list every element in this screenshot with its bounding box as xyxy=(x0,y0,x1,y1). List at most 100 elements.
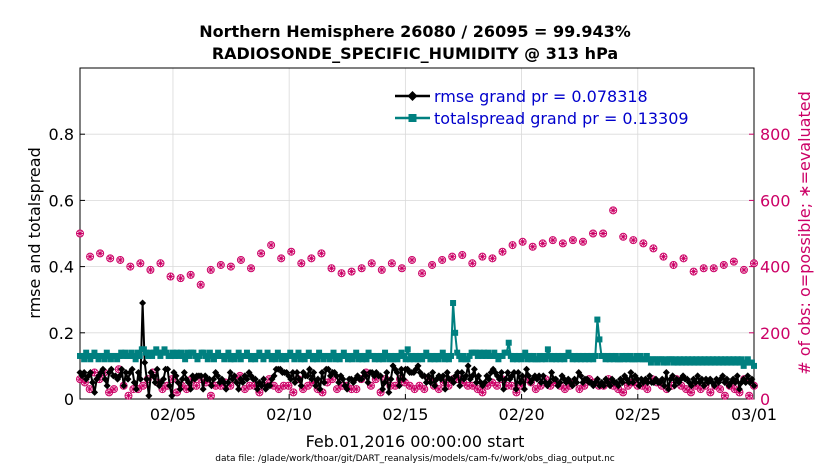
totalspread-point xyxy=(658,356,665,363)
rmse-point xyxy=(742,378,750,386)
totalspread-point xyxy=(326,356,333,363)
rmse-point xyxy=(395,382,403,390)
rmse-point xyxy=(510,369,518,377)
rmse-point xyxy=(593,375,601,383)
obs-possible-marker xyxy=(639,239,648,248)
obs-count-point xyxy=(106,254,115,263)
rmse-point xyxy=(116,372,124,380)
totalspread-point xyxy=(536,352,543,359)
totalspread-point xyxy=(507,352,514,359)
totalspread-point xyxy=(369,352,376,359)
totalspread-point xyxy=(353,349,360,356)
obs-count-point xyxy=(493,381,502,390)
obs-evaluated-marker xyxy=(97,250,104,257)
obs-possible-marker xyxy=(629,236,638,245)
totalspread-point xyxy=(192,352,199,359)
totalspread-point xyxy=(503,349,510,356)
obs-evaluated-marker xyxy=(237,372,244,379)
obs-possible-marker xyxy=(686,388,695,397)
totalspread-point xyxy=(250,352,257,359)
obs-count-point xyxy=(267,241,276,250)
rmse-point xyxy=(358,375,366,383)
rmse-point xyxy=(381,378,389,386)
obs-evaluated-marker xyxy=(167,273,174,280)
obs-possible-marker xyxy=(659,252,668,261)
obs-count-point xyxy=(669,260,678,269)
totalspread-point xyxy=(402,356,409,363)
totalspread-point xyxy=(495,356,502,363)
totalspread-point xyxy=(175,352,182,359)
totalspread-point xyxy=(689,356,696,363)
obs-count-point xyxy=(578,237,587,246)
totalspread-point xyxy=(551,352,558,359)
totalspread-point xyxy=(546,352,553,359)
obs-evaluated-marker xyxy=(388,260,395,267)
obs-count-point xyxy=(327,264,336,273)
totalspread-point xyxy=(437,352,444,359)
totalspread-point xyxy=(736,359,743,366)
totalspread-point xyxy=(625,356,632,363)
totalspread-point xyxy=(307,352,314,359)
rmse-point xyxy=(86,369,94,377)
obs-evaluated-marker xyxy=(275,386,282,393)
totalspread-point xyxy=(592,352,599,359)
rmse-point xyxy=(552,375,560,383)
obs-count-point xyxy=(589,229,598,238)
obs-count-point xyxy=(709,264,718,273)
totalspread-point xyxy=(724,359,731,366)
totalspread-point xyxy=(301,356,308,363)
obs-count-point xyxy=(206,265,215,274)
totalspread-point xyxy=(728,359,735,366)
rmse-point xyxy=(414,362,422,370)
y-left-tick-label: 0 xyxy=(64,390,74,409)
totalspread-point xyxy=(256,349,263,356)
totalspread-point xyxy=(400,352,407,359)
obs-possible-marker xyxy=(493,381,502,390)
totalspread-point xyxy=(637,352,644,359)
x-tick-label: 02/05 xyxy=(150,405,196,424)
y-right-tick-label: 800 xyxy=(760,125,791,144)
totalspread-point xyxy=(338,352,345,359)
totalspread-point xyxy=(748,359,755,366)
obs-evaluated-marker xyxy=(110,386,117,393)
y-left-tick-label: 0.2 xyxy=(49,324,74,343)
y-axis-right: 0 200 400 600 800 xyxy=(749,125,791,409)
obs-count-point xyxy=(639,239,648,248)
totalspread-point xyxy=(233,352,240,359)
totalspread-point xyxy=(89,352,96,359)
totalspread-point xyxy=(588,352,595,359)
obs-possible-marker xyxy=(109,385,118,394)
totalspread-point xyxy=(621,356,628,363)
obs-possible-marker xyxy=(136,259,145,268)
totalspread-point xyxy=(145,352,152,359)
rmse-point xyxy=(130,378,138,386)
rmse-point xyxy=(548,369,556,377)
rmse-point xyxy=(662,369,670,377)
obs-evaluated-marker xyxy=(157,260,164,267)
obs-evaluated-marker xyxy=(513,389,520,396)
totalspread-point xyxy=(596,336,603,343)
obs-evaluated-marker xyxy=(333,386,340,393)
rmse-point xyxy=(149,372,157,380)
obs-possible-marker xyxy=(257,249,266,258)
obs-count-point xyxy=(649,244,658,253)
rmse-point xyxy=(383,369,391,377)
obs-possible-marker xyxy=(289,388,298,397)
totalspread-point xyxy=(526,352,533,359)
totalspread-point xyxy=(293,352,300,359)
rmse-point xyxy=(145,392,153,400)
totalspread-point xyxy=(439,349,446,356)
obs-possible-marker xyxy=(76,229,84,238)
obs-evaluated-marker xyxy=(300,386,307,393)
obs-evaluated-marker xyxy=(660,253,667,260)
obs-possible-marker xyxy=(307,254,316,263)
obs-evaluated-marker xyxy=(328,265,335,272)
obs-evaluated-marker xyxy=(203,379,210,386)
rmse-point xyxy=(172,372,180,380)
totalspread-point xyxy=(456,352,463,359)
totalspread-point xyxy=(153,346,160,353)
obs-evaluated-marker xyxy=(147,266,154,273)
obs-possible-marker xyxy=(357,264,366,273)
rmse-point xyxy=(205,375,213,383)
